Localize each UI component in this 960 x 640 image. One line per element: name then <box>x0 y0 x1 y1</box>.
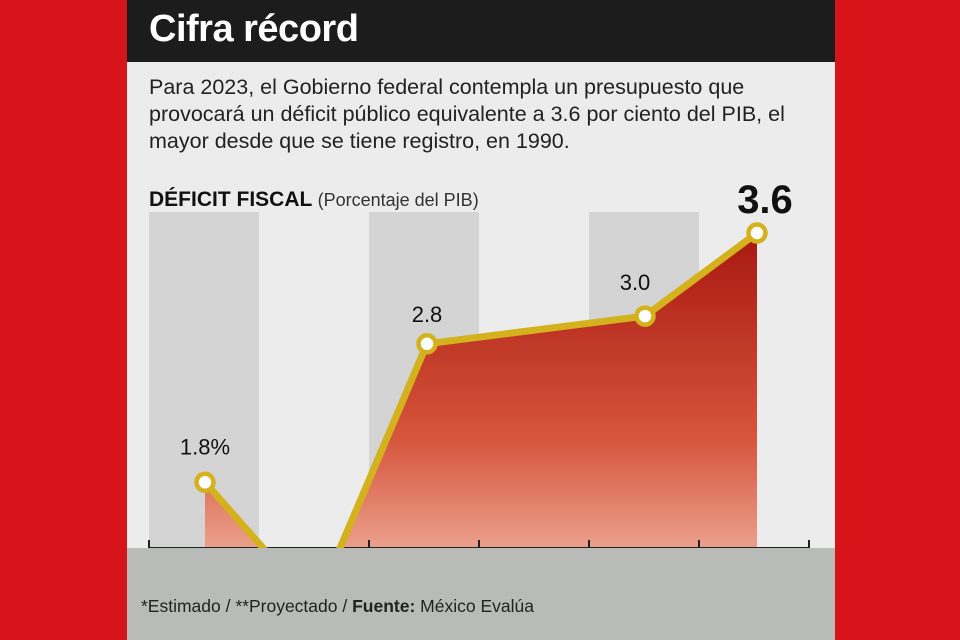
footnote: *Estimado / **Proyectado / Fuente: Méxic… <box>141 596 534 617</box>
deficit-chart: 19902000201020202022*2023** 1.8%0.92.83.… <box>148 178 810 640</box>
chart-heading: DÉFICIT FISCAL (Porcentaje del PIB) <box>149 188 479 212</box>
footnote-notes: *Estimado / **Proyectado / <box>141 596 353 616</box>
chart-unit-label: (Porcentaje del PIB) <box>317 190 479 210</box>
data-point <box>746 222 768 244</box>
title-bar: Cifra récord <box>127 0 835 62</box>
data-point <box>194 471 216 494</box>
footnote-source: México Evalúa <box>420 596 534 616</box>
data-label: 3.0 <box>620 270 651 295</box>
chart-title: DÉFICIT FISCAL <box>149 188 313 211</box>
page-title: Cifra récord <box>149 8 359 50</box>
data-label: 3.6 <box>737 178 793 222</box>
axis-band <box>127 548 835 640</box>
deficit-area <box>205 233 757 607</box>
footnote-source-label: Fuente: <box>352 596 416 616</box>
data-label: 2.8 <box>412 302 443 327</box>
data-label: 1.8% <box>180 434 230 459</box>
infographic-card: Cifra récord 19902000201020202022*2023**… <box>127 0 835 640</box>
data-point <box>416 333 438 355</box>
intro-text: Para 2023, el Gobierno federal contempla… <box>149 75 785 153</box>
data-point <box>634 305 656 327</box>
